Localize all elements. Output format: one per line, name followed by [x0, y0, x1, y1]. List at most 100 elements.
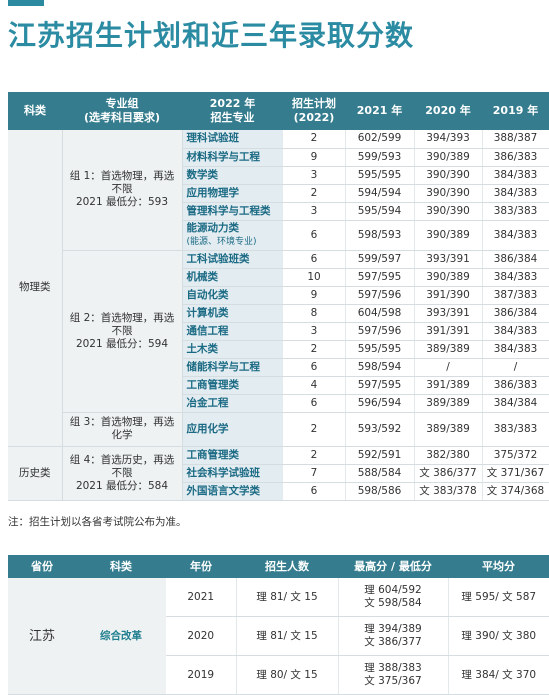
major-name: 管理科学与工程类 [186, 204, 271, 217]
major-name: 材料科学与工程 [186, 150, 261, 163]
major-cell: 能源动力类 (能源、环境专业) [182, 220, 284, 251]
year-cell: 2020 [166, 616, 237, 656]
major-name: 工商管理类 [186, 448, 240, 461]
row: 管理科学与工程类 3 595/594 390/390 383/383 [8, 202, 549, 221]
score-cell: 386/384 [482, 304, 549, 323]
score-cell: 598/586 [345, 482, 415, 501]
row: 组 3：首选物理，再选化学 应用化学 2 593/592 389/389 383/383 [8, 412, 549, 447]
range-line: 文 375/367 [364, 675, 422, 687]
column-header: 2022 年招生专业 [182, 92, 283, 130]
range-line: 文 386/377 [364, 636, 422, 648]
group-cell: 组 2：首选物理，再选不限 2021 最低分：594 [62, 250, 183, 413]
row: 冶金工程 6 596/594 389/389 384/384 [8, 394, 549, 413]
score-cell: 595/595 [345, 340, 415, 359]
row: 通信工程 3 597/596 391/391 384/383 [8, 322, 549, 341]
major-cell: 管理科学与工程类 [182, 202, 284, 221]
major-cell: 通信工程 [182, 322, 284, 341]
column-header: 2020 年 [414, 92, 482, 130]
year-cell: 2021 [166, 578, 237, 617]
province-cell: 江苏 [8, 578, 76, 695]
major-name: 工商管理类 [186, 378, 240, 391]
category-cell: 综合改革 [76, 578, 166, 695]
group-min-score: 2021 最低分：593 [75, 196, 169, 209]
summary-table: 省份 科类 年份 招生人数 最高分 / 最低分 平均分 江苏 综合改革 2021 理 81/ 文… [8, 555, 549, 695]
group-min-score: 2021 最低分：594 [75, 337, 169, 350]
column-header: 最高分 / 最低分 [338, 555, 448, 578]
header-line: 专业组 [105, 97, 139, 110]
count-cell: 理 80/ 文 15 [236, 655, 339, 695]
average-cell: 理 595/ 文 587 [448, 578, 549, 617]
group-min-score: 2021 最低分：584 [75, 479, 169, 492]
score-cell: 596/594 [345, 394, 415, 413]
row: 机械类 10 597/595 390/389 384/383 [8, 268, 549, 287]
accent-bar [8, 0, 44, 6]
plan-cell: 8 [283, 304, 346, 323]
major-cell: 应用物理学 [182, 184, 284, 203]
range-cell: 理 388/383 文 375/367 [338, 655, 449, 695]
range-line: 理 394/389 [364, 623, 422, 635]
score-cell: 386/383 [482, 148, 549, 167]
score-cell: 384/383 [482, 220, 549, 251]
header-line: 招生计划 [292, 97, 336, 110]
score-cell: 390/390 [414, 202, 483, 221]
header-line: 2021 年 [356, 104, 403, 117]
range-cell: 理 604/592 文 598/584 [338, 578, 449, 617]
score-cell: 592/591 [345, 446, 415, 465]
plan-cell: 6 [283, 220, 346, 251]
score-cell: 597/596 [345, 322, 415, 341]
score-cell: 597/596 [345, 286, 415, 305]
major-name: 数学类 [186, 168, 219, 181]
column-header: 平均分 [448, 555, 549, 578]
score-cell: 597/595 [345, 376, 415, 395]
plan-cell: 2 [283, 340, 346, 359]
score-cell: 594/594 [345, 184, 415, 203]
major-cell: 理科试验班 [182, 130, 284, 149]
header-line: (选考科目要求) [83, 111, 161, 124]
column-header: 科类 [8, 92, 62, 130]
plan-cell: 3 [283, 322, 346, 341]
score-cell: 375/372 [482, 446, 549, 465]
row: 历史类组 4：首选历史，再选不限 2021 最低分：584 工商管理类 2 592/59… [8, 446, 549, 501]
average-cell: 理 384/ 文 370 [448, 655, 549, 695]
score-cell: 386/384 [482, 250, 549, 269]
score-cell: 384/383 [482, 322, 549, 341]
row: 2020 理 81/ 文 15 理 394/389 文 386/377 理 390/ 文… [8, 616, 549, 656]
score-cell: 384/384 [482, 394, 549, 413]
plan-cell: 6 [283, 250, 346, 269]
column-header: 年份 [166, 555, 236, 578]
score-cell: 602/599 [345, 130, 415, 149]
plan-cell: 6 [283, 394, 346, 413]
column-header: 2021 年 [345, 92, 414, 130]
score-cell: 383/383 [482, 202, 549, 221]
score-cell: 391/389 [414, 376, 483, 395]
row: 自动化类 9 597/596 391/390 387/383 [8, 286, 549, 305]
title: 江苏招生计划和近三年录取分数 [8, 19, 415, 52]
major-cell: 社会科学试验班 [182, 464, 284, 483]
count-cell: 理 81/ 文 15 [236, 578, 339, 617]
group-requirement: 组 4：首选历史，再选不限 [69, 453, 175, 479]
major-name: 应用物理学 [186, 186, 240, 199]
header-line: 招生专业 [210, 111, 255, 124]
row: 外国语言文学类 6 598/586 文 383/378 文 374/368 [8, 482, 549, 501]
major-cell: 冶金工程 [182, 394, 284, 413]
score-cell: 文 374/368 [482, 482, 549, 501]
major-name: 外国语言文学类 [186, 484, 261, 497]
plan-cell: 2 [283, 412, 346, 447]
plan-cell: 4 [283, 376, 346, 395]
major-cell: 储能科学与工程 [182, 358, 284, 377]
score-cell: 384/383 [482, 268, 549, 287]
header-line: 2019 年 [492, 104, 539, 117]
score-cell: 393/391 [414, 250, 483, 269]
average-cell: 理 390/ 文 380 [448, 616, 549, 656]
score-cell: 390/389 [414, 268, 483, 287]
plan-cell: 2 [283, 184, 346, 203]
score-cell: 391/391 [414, 322, 483, 341]
header-line: (2022) [293, 111, 335, 124]
row: 物理类组 1：首选物理，再选不限 2021 最低分：593 理科试验班 2 602/59… [8, 130, 549, 447]
header-line: 2022 年 [209, 97, 256, 110]
row: 土木类 2 595/595 389/389 384/383 [8, 340, 549, 359]
plan-cell: 6 [283, 358, 346, 377]
score-cell: 588/584 [345, 464, 415, 483]
